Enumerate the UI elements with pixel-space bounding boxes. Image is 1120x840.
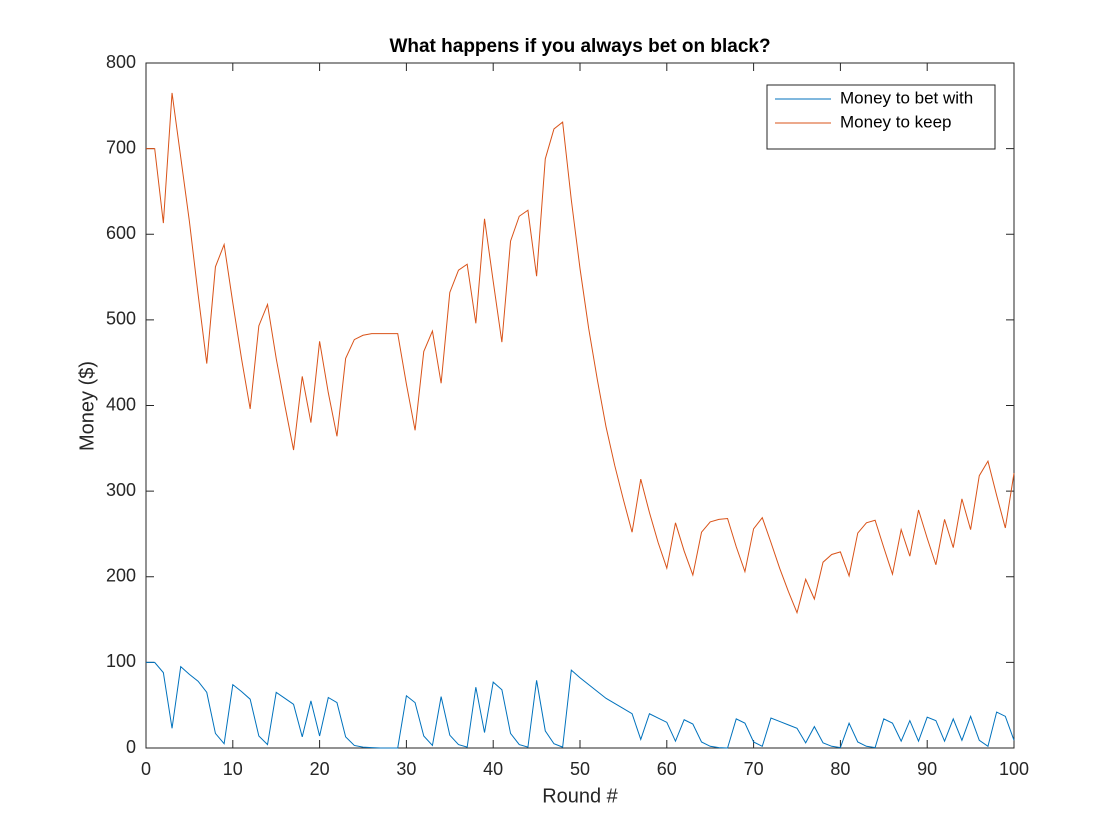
x-tick-label: 20 xyxy=(310,759,330,779)
legend-label: Money to bet with xyxy=(840,88,973,107)
line-series xyxy=(146,661,1015,749)
y-tick-label: 200 xyxy=(106,566,136,586)
x-tick-label: 30 xyxy=(396,759,416,779)
y-axis-label: Money ($) xyxy=(76,361,98,451)
y-tick-label: 500 xyxy=(106,309,136,329)
line-series xyxy=(146,92,1015,615)
y-tick-label: 300 xyxy=(106,480,136,500)
y-tick-label: 0 xyxy=(126,737,136,757)
x-tick-label: 100 xyxy=(999,759,1029,779)
y-tick-label: 700 xyxy=(106,137,136,157)
legend-label: Money to keep xyxy=(840,112,952,131)
y-tick-label: 600 xyxy=(106,223,136,243)
x-tick-label: 50 xyxy=(570,759,590,779)
x-tick-label: 60 xyxy=(657,759,677,779)
y-tick-label: 800 xyxy=(106,52,136,72)
y-tick-label: 100 xyxy=(106,651,136,671)
x-axis-label: Round # xyxy=(542,785,618,807)
x-tick-label: 10 xyxy=(223,759,243,779)
y-tick-label: 400 xyxy=(106,394,136,414)
x-tick-label: 40 xyxy=(483,759,503,779)
chart-title: What happens if you always bet on black? xyxy=(389,36,770,57)
x-tick-label: 0 xyxy=(141,759,151,779)
legend-box xyxy=(766,84,996,150)
x-tick-label: 70 xyxy=(744,759,764,779)
x-tick-label: 80 xyxy=(830,759,850,779)
x-tick-label: 90 xyxy=(917,759,937,779)
